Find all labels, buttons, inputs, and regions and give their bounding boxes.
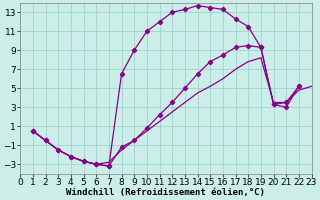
X-axis label: Windchill (Refroidissement éolien,°C): Windchill (Refroidissement éolien,°C) xyxy=(67,188,265,197)
